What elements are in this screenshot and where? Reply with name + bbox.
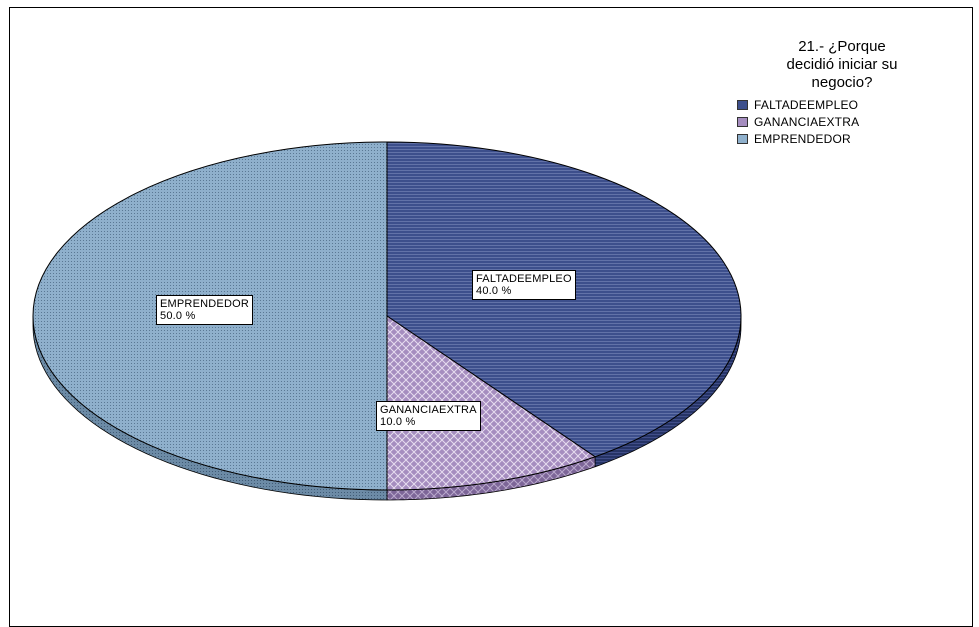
data-label-faltadeempleo: FALTADEEMPLEO 40.0 % [472,270,576,300]
legend-title: 21.- ¿Porque decidió iniciar su negocio? [747,38,937,92]
legend-item-emprendedor: EMPRENDEDOR [737,130,962,147]
legend-swatch-gananciaextra [737,116,748,127]
legend: 21.- ¿Porque decidió iniciar su negocio?… [737,38,962,147]
legend-label-faltadeempleo: FALTADEEMPLEO [754,97,859,112]
legend-item-gananciaextra: GANANCIAEXTRA [737,113,962,130]
legend-title-line-2: decidió iniciar su [786,56,898,73]
data-label-emprendedor-value: 50.0 % [160,310,196,322]
legend-item-faltadeempleo: FALTADEEMPLEO [737,96,962,113]
legend-swatch-faltadeempleo [737,99,748,110]
legend-title-line-3: negocio? [811,74,873,91]
pie-slice-gananciaextra [386,315,597,491]
data-label-faltadeempleo-name: FALTADEEMPLEO [476,273,572,285]
data-label-faltadeempleo-value: 40.0 % [476,285,512,297]
data-label-gananciaextra: GANANCIAEXTRA 10.0 % [376,401,481,431]
legend-swatch-emprendedor [737,133,748,144]
chart-frame: 21.- ¿Porque decidió iniciar su negocio?… [9,7,973,627]
data-label-gananciaextra-value: 10.0 % [380,416,416,428]
legend-label-emprendedor: EMPRENDEDOR [754,131,851,146]
data-label-emprendedor: EMPRENDEDOR 50.0 % [156,295,253,325]
legend-label-gananciaextra: GANANCIAEXTRA [754,114,860,129]
legend-title-line-1: 21.- ¿Porque [798,38,886,55]
data-label-gananciaextra-name: GANANCIAEXTRA [380,404,477,416]
data-label-emprendedor-name: EMPRENDEDOR [160,298,249,310]
